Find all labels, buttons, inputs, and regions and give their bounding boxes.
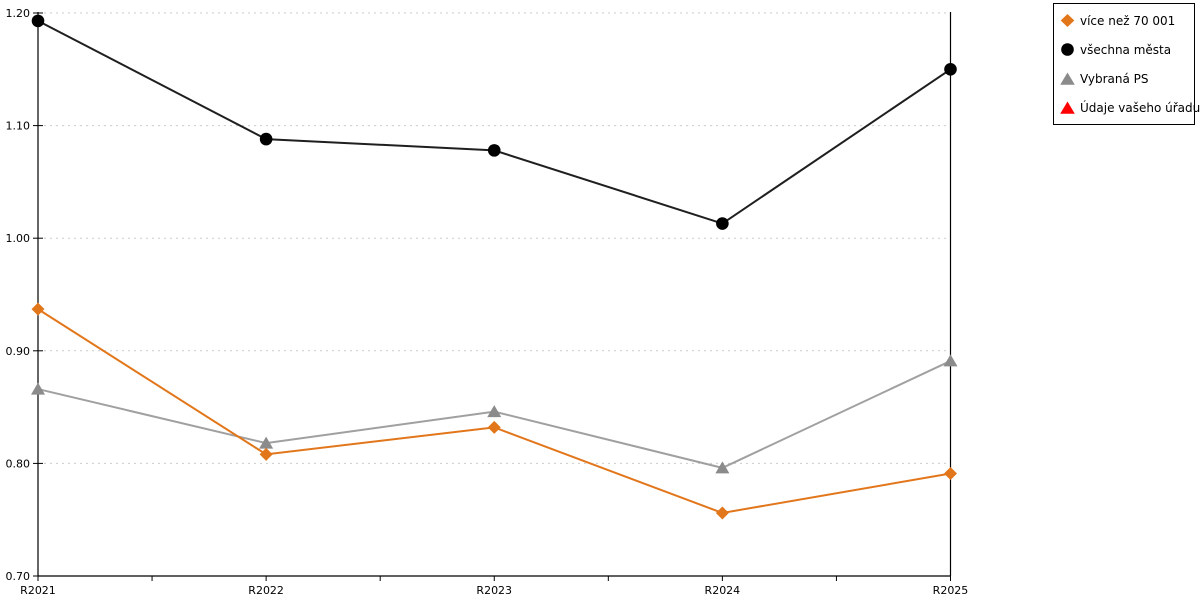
legend-marker — [1060, 101, 1075, 114]
series-0-point-1 — [259, 447, 273, 461]
triangle-icon — [1060, 101, 1075, 114]
legend-item: více než 70 001 — [1060, 6, 1190, 35]
series-0-point-2 — [487, 420, 501, 434]
series-1-point-3 — [716, 217, 729, 230]
series-2-point-4 — [943, 354, 958, 367]
y-tick-label-0.90: 0.90 — [6, 345, 31, 358]
series-2-point-3 — [715, 461, 730, 474]
legend-label: více než 70 001 — [1080, 13, 1176, 28]
series-0-point-0 — [31, 302, 45, 316]
series-1-point-1 — [259, 132, 273, 146]
series-2-point-0 — [31, 382, 45, 395]
x-tick-label-R2022: R2022 — [248, 584, 284, 597]
triangle-icon — [1060, 72, 1075, 85]
y-tick-label-1.00: 1.00 — [6, 232, 31, 245]
series-2-point-2 — [487, 405, 502, 418]
y-tick-label-0.70: 0.70 — [6, 570, 31, 583]
legend-marker — [1060, 14, 1075, 27]
x-tick-label-R2024: R2024 — [705, 584, 741, 597]
series-1-point-0 — [31, 14, 45, 28]
legend-marker — [1060, 43, 1075, 56]
legend-label: všechna města — [1080, 42, 1172, 57]
diamond-glyph — [1060, 14, 1075, 27]
series-0-point-4 — [944, 467, 957, 481]
legend-item: Údaje vašeho úřadu — [1060, 93, 1200, 122]
triangle-glyph — [1060, 101, 1075, 114]
x-tick-label-R2023: R2023 — [476, 584, 512, 597]
y-tick-label-1.20: 1.20 — [6, 7, 31, 20]
y-tick-label-0.80: 0.80 — [6, 457, 31, 470]
series-0-point-3 — [715, 506, 729, 520]
legend-label: Údaje vašeho úřadu — [1080, 100, 1200, 115]
diamond-icon — [1060, 14, 1075, 27]
x-tick-label-R2021: R2021 — [20, 584, 56, 597]
circle-glyph — [1061, 43, 1074, 56]
legend-label: Vybraná PS — [1080, 71, 1149, 86]
legend-item: Vybraná PS — [1060, 64, 1190, 93]
triangle-glyph — [1060, 72, 1075, 85]
series-1-point-2 — [487, 144, 501, 157]
circle-icon — [1061, 43, 1074, 56]
series-line-1 — [37, 19, 952, 225]
legend-marker — [1060, 72, 1075, 85]
series-1-point-4 — [944, 63, 957, 76]
y-tick-label-1.10: 1.10 — [6, 120, 31, 133]
series-2-point-1 — [259, 436, 274, 449]
legend: více než 70 001 všechna města Vybraná PS… — [1053, 3, 1200, 125]
x-tick-label-R2025: R2025 — [933, 584, 969, 597]
legend-item: všechna města — [1060, 35, 1190, 64]
